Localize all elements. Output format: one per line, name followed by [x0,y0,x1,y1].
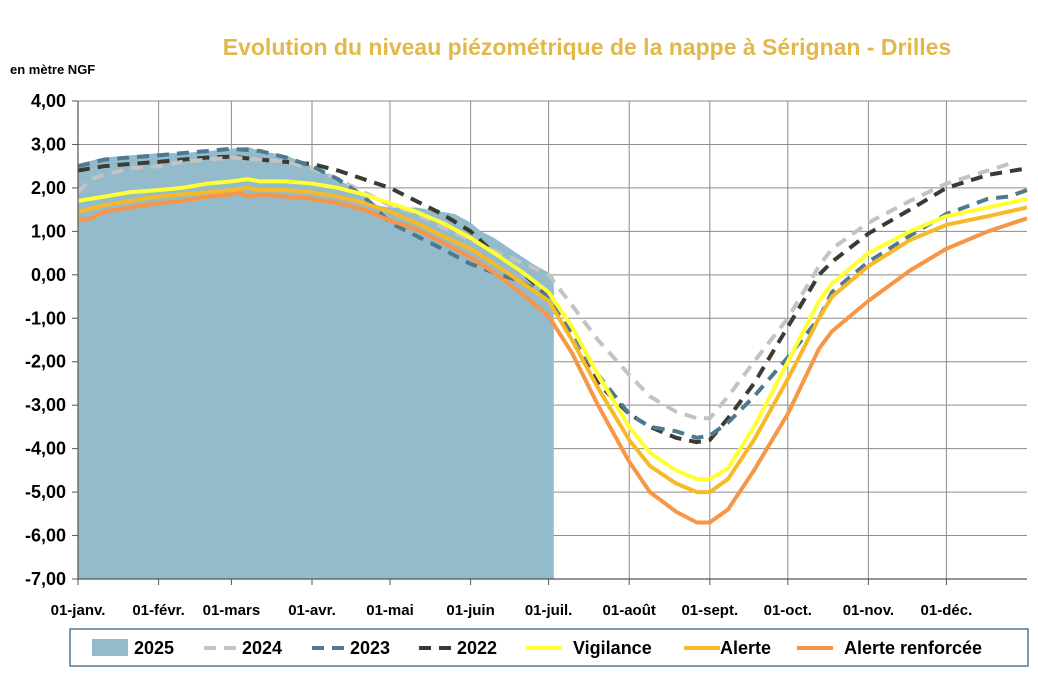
series-line-alerte-renforcee [77,190,1028,525]
x-tick-label: 01-nov. [843,602,894,619]
y-tick-labels: 4,00 3,00 2,00 1,00 0,00 -1,00 -2,00 -3,00 -4,00… [25,91,66,589]
legend-label-2023: 2023 [350,638,390,658]
x-tick-label: 01-avr. [288,602,336,619]
y-tick-label: -5,00 [25,482,66,502]
legend-label-2025: 2025 [134,638,174,658]
y-tick-label: -1,00 [25,308,66,328]
x-tick-label: 01-août [603,602,656,619]
series-line-2024 [76,155,1010,421]
x-tick-label: 01-juil. [525,602,573,619]
y-tick-label: -4,00 [25,439,66,459]
x-tick-label: 01-oct. [764,602,812,619]
y-tick-label: 0,00 [31,265,66,285]
y-tick-label: -3,00 [25,395,66,415]
legend-label-alerte-renforcee: Alerte renforcée [844,638,982,658]
y-tick-label: 4,00 [31,91,66,111]
y-tick-label: 1,00 [31,221,66,241]
legend-label-2022: 2022 [457,638,497,658]
legend-label-2024: 2024 [242,638,282,658]
series-area-2025 [78,146,554,580]
x-tick-label: 01-janv. [51,602,106,619]
line-series-group [76,146,1028,525]
y-tick-label: -6,00 [25,526,66,546]
chart-title: Evolution du niveau piézométrique de la … [223,34,951,60]
x-tick-labels: 01-janv. 01-févr. 01-mars 01-avr. 01-mai 01-j… [51,602,973,619]
x-tick-label: 01-déc. [921,602,973,619]
legend-label-alerte: Alerte [720,638,771,658]
y-tick-label: 3,00 [31,134,66,154]
series-line-vigilance [77,177,1028,482]
y-tick-label: -7,00 [25,569,66,589]
area-series-group [78,146,554,580]
series-line-2023 [77,146,1028,440]
series-line-alerte [77,185,1028,495]
legend-swatch-2025 [92,639,128,656]
x-tick-label: 01-mai [366,602,414,619]
legend: 2025 2024 2023 2022 Vigilance Alerte Alerte re… [69,628,1029,667]
y-tick-label: -2,00 [25,352,66,372]
y-axis-unit-label: en mètre NGF [10,62,95,77]
x-tick-label: 01-sept. [681,602,738,619]
axes [72,100,1027,585]
x-tick-label: 01-févr. [132,602,185,619]
legend-label-vigilance: Vigilance [573,638,652,658]
x-tick-label: 01-juin [446,602,494,619]
x-tick-label: 01-mars [203,602,261,619]
y-tick-label: 2,00 [31,178,66,198]
